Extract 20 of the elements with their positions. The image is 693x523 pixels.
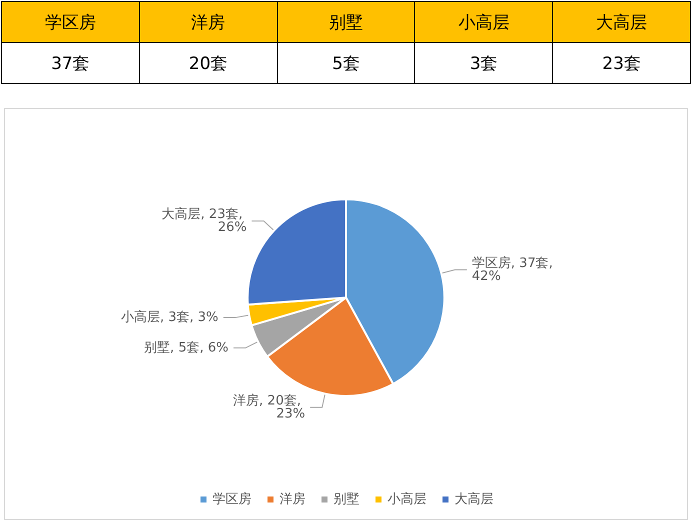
- text: 37套: [2, 42, 140, 84]
- legend-label: 学区房: [212, 491, 252, 507]
- data-label: 洋房, 20套, 23%: [233, 392, 306, 422]
- data-label: 别墅, 5套, 6%: [144, 340, 228, 356]
- category-label: 洋房: [191, 12, 226, 32]
- text: 5套: [277, 42, 415, 84]
- text: 3套: [414, 42, 553, 84]
- category-label: 小高层: [458, 12, 510, 32]
- data-label: 学区房, 37套, 42%: [472, 254, 557, 284]
- text: 20套: [139, 42, 278, 84]
- legend-label: 洋房: [280, 491, 306, 507]
- data-label: 小高层, 3套, 3%: [120, 309, 218, 326]
- category-label: 别墅: [328, 12, 363, 32]
- legend-label: 大高层: [454, 491, 494, 507]
- text: 23套: [552, 42, 690, 84]
- data-label: 大高层, 23套, 26%: [162, 206, 247, 236]
- category-label: 大高层: [596, 12, 648, 32]
- legend-label: 小高层: [388, 491, 426, 507]
- category-label: 学区房: [44, 12, 96, 32]
- legend-label: 别墅: [334, 492, 360, 507]
